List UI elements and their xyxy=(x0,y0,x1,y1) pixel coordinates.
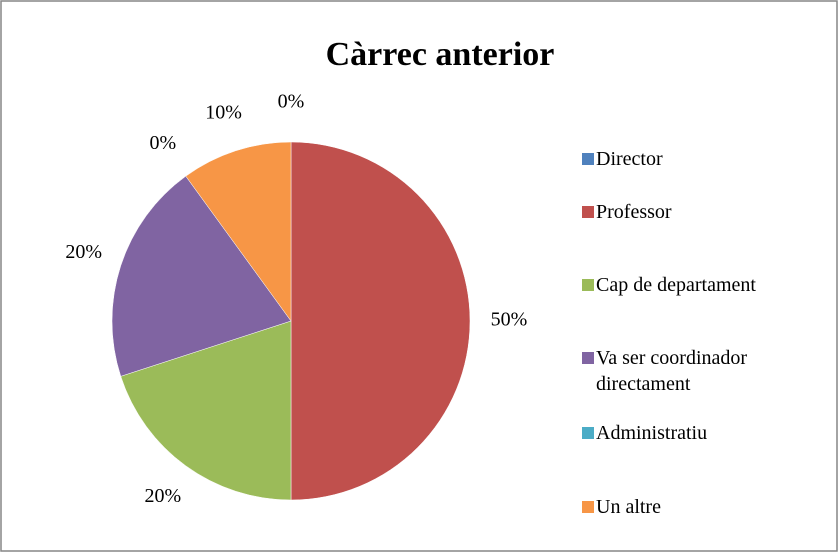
data-label: 20% xyxy=(145,485,182,507)
data-label: 10% xyxy=(205,101,242,123)
legend-label: Professor xyxy=(596,201,672,223)
legend-swatch xyxy=(582,153,594,165)
data-label: 50% xyxy=(491,309,528,331)
pie-slice xyxy=(185,141,292,322)
legend-label: Administratiu xyxy=(596,422,708,444)
data-label: 0% xyxy=(278,91,305,113)
legend-label: Un altre xyxy=(596,496,661,518)
legend-swatch xyxy=(582,279,594,291)
data-label: 20% xyxy=(65,241,102,263)
pie-slice xyxy=(290,141,471,501)
legend-swatch xyxy=(582,352,594,364)
data-label: 0% xyxy=(150,132,177,154)
legend-swatch xyxy=(582,501,594,513)
legend-swatch xyxy=(582,427,594,439)
legend-item: Professor xyxy=(582,199,822,225)
legend-item: Un altre xyxy=(582,494,822,520)
legend-label: Cap de departament xyxy=(596,274,756,296)
chart-title: Càrrec anterior xyxy=(326,36,555,73)
legend-label: Director xyxy=(596,148,663,170)
legend-item: Va ser coordinador directament xyxy=(582,345,822,397)
pie-slice xyxy=(120,320,292,501)
legend-label: Va ser coordinador directament xyxy=(596,347,748,395)
legend-item: Cap de departament xyxy=(582,272,822,298)
legend-item: Director xyxy=(582,146,822,172)
legend-item: Administratiu xyxy=(582,420,822,446)
pie-slice xyxy=(111,175,292,377)
legend-swatch xyxy=(582,206,594,218)
